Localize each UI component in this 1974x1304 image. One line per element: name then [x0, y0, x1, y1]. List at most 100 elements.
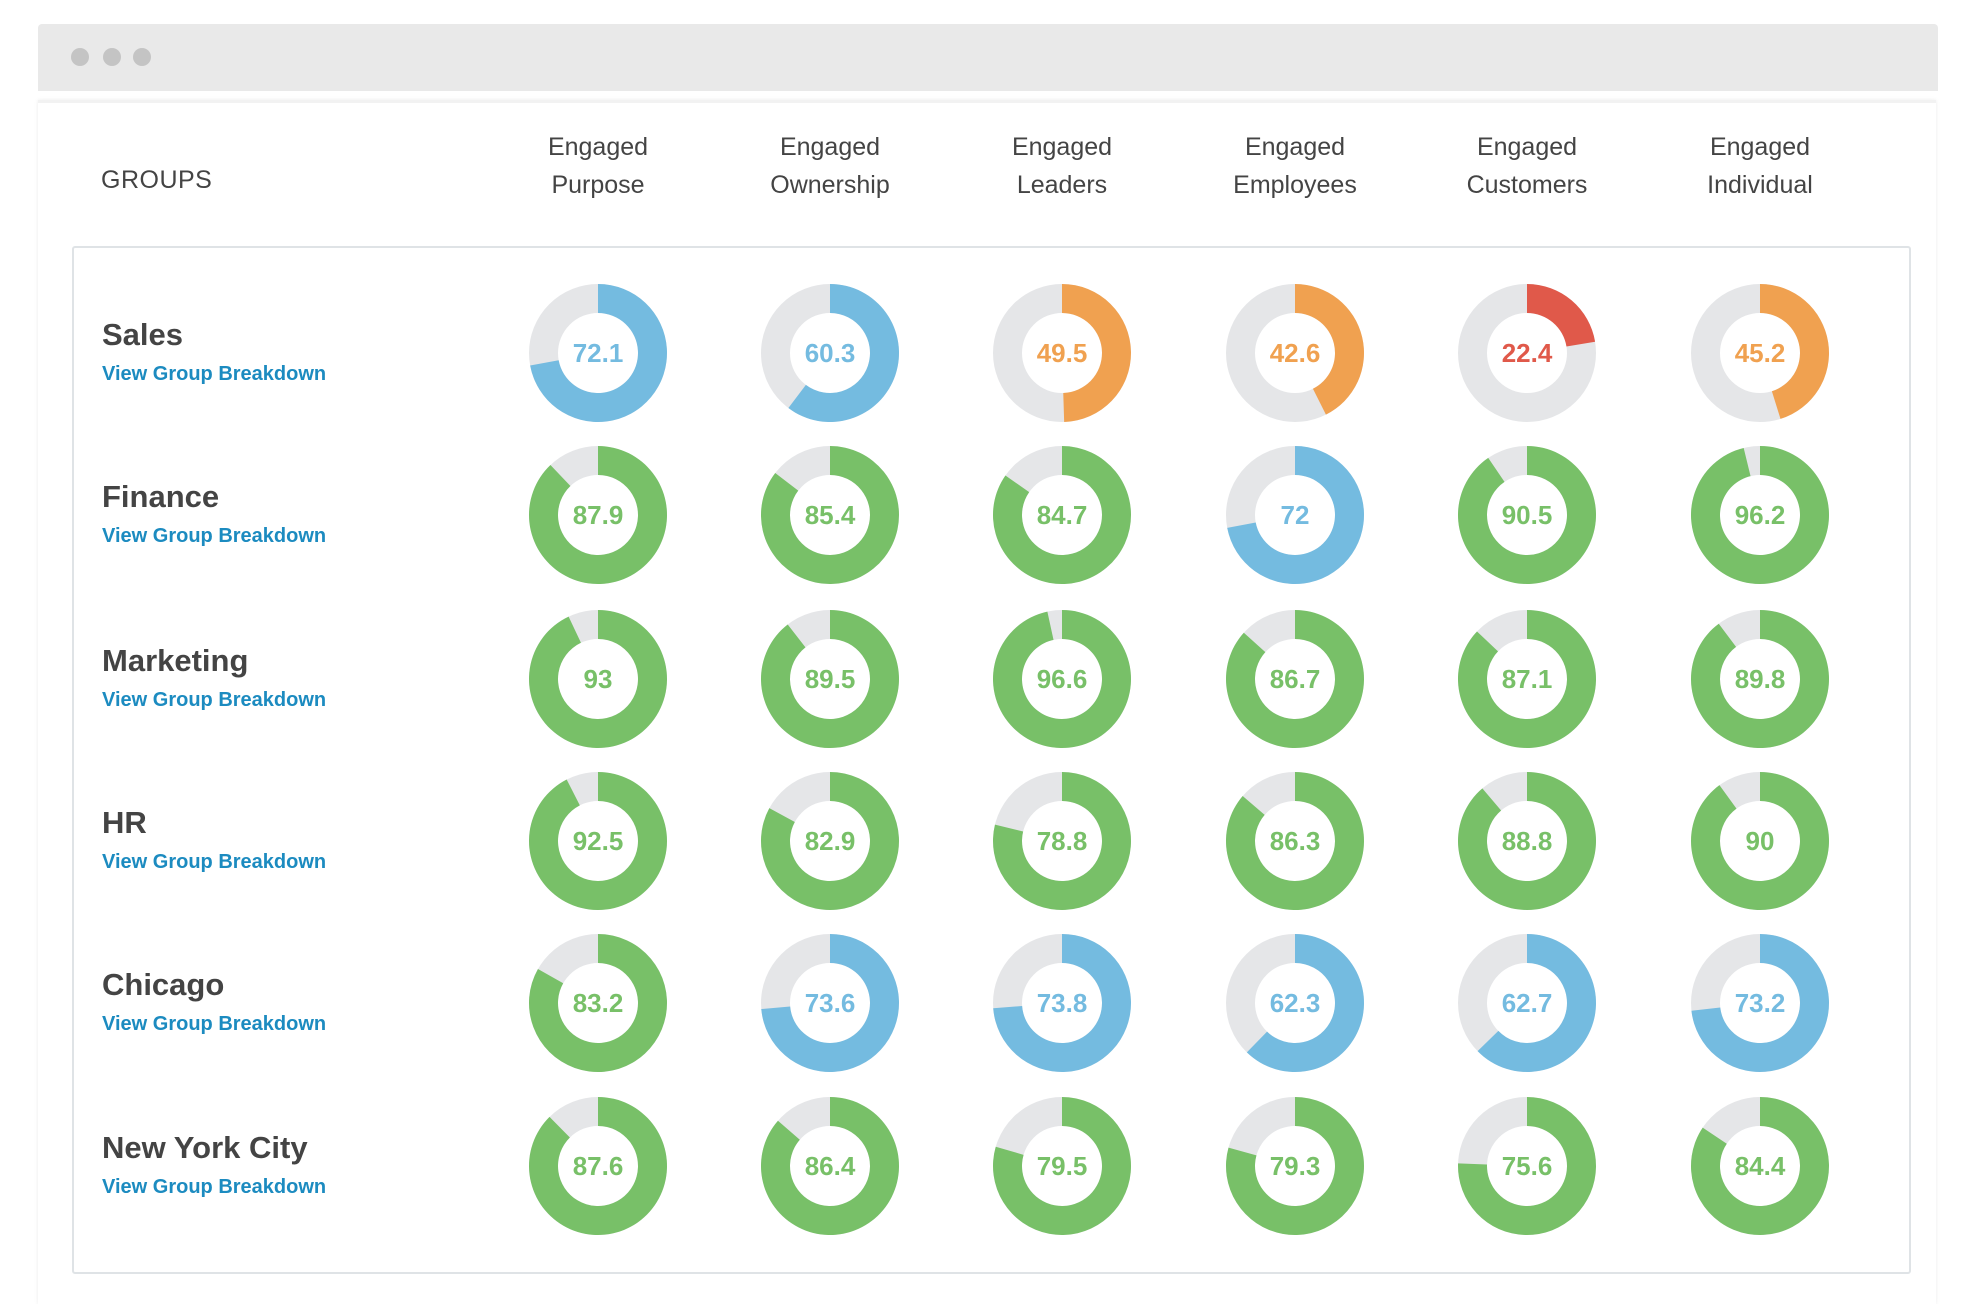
donut-value-label: 93 [584, 664, 613, 694]
donut-chart: 90 [1691, 772, 1830, 910]
donut-chart: 89.8 [1690, 610, 1830, 748]
column-header-line1: Engaged [1709, 133, 1811, 161]
donut-value-label: 85.4 [805, 500, 856, 530]
window-maximize-dot-icon[interactable] [133, 48, 151, 66]
column-header-line2: Employees [1233, 171, 1357, 199]
donut-value-arc [529, 772, 668, 910]
donut-chart: 73.8 [993, 934, 1131, 1072]
donut-value-arc [529, 610, 668, 749]
group-name: Finance [102, 479, 220, 514]
donut-chart: 45.2 [1691, 284, 1830, 422]
group-name: HR [102, 805, 147, 840]
donut-value-label: 88.8 [1502, 826, 1553, 856]
donut-chart: 85.4 [760, 446, 899, 585]
donut-value-label: 83.2 [573, 988, 624, 1018]
window-close-dot-icon[interactable] [71, 48, 89, 66]
donut-chart: 73.2 [1691, 934, 1829, 1072]
donut-value-label: 72.1 [573, 338, 624, 368]
column-header: Engaged Employees [1180, 128, 1410, 204]
donut-chart: 87.9 [529, 446, 668, 584]
column-header-line1: Engaged [1244, 133, 1346, 161]
column-header: Engaged Customers [1412, 128, 1642, 204]
column-header-line1: Engaged [547, 133, 649, 161]
donut-value-label: 96.6 [1037, 664, 1088, 694]
column-header-line2: Individual [1707, 171, 1813, 199]
donut-chart: 49.5 [993, 284, 1131, 422]
donut-chart: 86.3 [1226, 772, 1364, 910]
donut-value-label: 96.2 [1735, 500, 1786, 530]
donut-value-label: 87.9 [573, 500, 624, 530]
donut-value-label: 86.3 [1270, 826, 1321, 856]
view-group-breakdown-link[interactable]: View Group Breakdown [102, 1013, 327, 1035]
column-header-line1: Engaged [1011, 133, 1113, 161]
donut-value-label: 62.3 [1270, 988, 1321, 1018]
view-group-breakdown-link[interactable]: View Group Breakdown [102, 1176, 327, 1198]
donut-chart: 75.6 [1458, 1097, 1596, 1235]
donut-value-label: 87.1 [1502, 664, 1553, 694]
donut-value-arc [529, 446, 668, 584]
donut-chart: 79.5 [993, 1097, 1131, 1235]
donut-value-arc [1457, 610, 1596, 748]
column-header-line1: Engaged [779, 133, 881, 161]
view-group-breakdown-link[interactable]: View Group Breakdown [102, 851, 327, 873]
view-group-breakdown-link[interactable]: View Group Breakdown [102, 689, 327, 711]
donut-chart: 22.4 [1458, 284, 1596, 422]
donut-value-arc [761, 610, 899, 748]
donut-chart: 62.7 [1458, 934, 1596, 1072]
donut-value-label: 90 [1746, 826, 1775, 856]
donut-value-arc [993, 772, 1131, 910]
donut-value-label: 86.7 [1270, 664, 1321, 694]
group-name: Sales [102, 317, 184, 352]
donut-value-label: 72 [1281, 500, 1310, 530]
column-header-line2: Ownership [770, 171, 890, 199]
donut-chart: 90.5 [1457, 446, 1596, 585]
donut-value-label: 87.6 [573, 1151, 624, 1181]
donut-chart: 84.4 [1691, 1097, 1829, 1235]
window-titlebar [38, 24, 1938, 91]
donut-chart: 82.9 [760, 772, 899, 910]
group-name: New York City [102, 1130, 308, 1165]
donut-value-arc [529, 934, 667, 1073]
donut-value-arc [760, 772, 899, 910]
donut-value-arc [993, 446, 1131, 584]
column-header-line2: Purpose [551, 171, 645, 199]
donut-value-arc [993, 934, 1131, 1072]
donut-value-arc [992, 610, 1131, 749]
view-group-breakdown-link[interactable]: View Group Breakdown [102, 525, 327, 547]
donut-chart: 96.2 [1691, 446, 1829, 584]
donut-chart: 84.7 [993, 446, 1131, 584]
donut-chart: 83.2 [529, 934, 667, 1073]
donut-chart: 86.7 [1226, 610, 1364, 749]
donut-value-arc [1457, 446, 1596, 585]
donut-value-label: 89.5 [805, 664, 856, 694]
column-header: Engaged Ownership [715, 128, 945, 204]
donut-value-label: 73.2 [1735, 988, 1786, 1018]
donut-value-arc [1226, 610, 1364, 749]
donut-value-arc [1062, 284, 1131, 422]
donut-chart: 87.1 [1457, 610, 1596, 748]
donut-value-arc [761, 1097, 899, 1235]
donut-value-arc [1227, 446, 1364, 584]
group-name: Chicago [102, 967, 225, 1002]
column-header-line2: Customers [1466, 171, 1588, 199]
donut-value-arc [760, 446, 899, 585]
donut-chart: 72 [1226, 446, 1364, 584]
column-header-line1: Engaged [1476, 133, 1578, 161]
groups-table [72, 246, 1911, 1274]
donut-value-arc [1458, 1097, 1596, 1235]
donut-value-label: 82.9 [805, 826, 856, 856]
donut-chart: 79.3 [1226, 1097, 1364, 1235]
donut-value-arc [1226, 772, 1364, 910]
donut-value-label: 86.4 [805, 1151, 856, 1181]
donut-value-arc [993, 1097, 1131, 1235]
donut-chart: 62.3 [1226, 934, 1364, 1072]
donut-value-arc [1295, 284, 1365, 415]
donut-value-arc [1691, 446, 1829, 584]
window-minimize-dot-icon[interactable] [103, 48, 121, 66]
donut-chart: 78.8 [993, 772, 1131, 910]
donut-chart: 92.5 [529, 772, 668, 910]
donut-value-label: 45.2 [1735, 338, 1786, 368]
donut-chart: 72.1 [529, 284, 667, 423]
view-group-breakdown-link[interactable]: View Group Breakdown [102, 363, 327, 385]
donut-value-label: 90.5 [1502, 500, 1553, 530]
